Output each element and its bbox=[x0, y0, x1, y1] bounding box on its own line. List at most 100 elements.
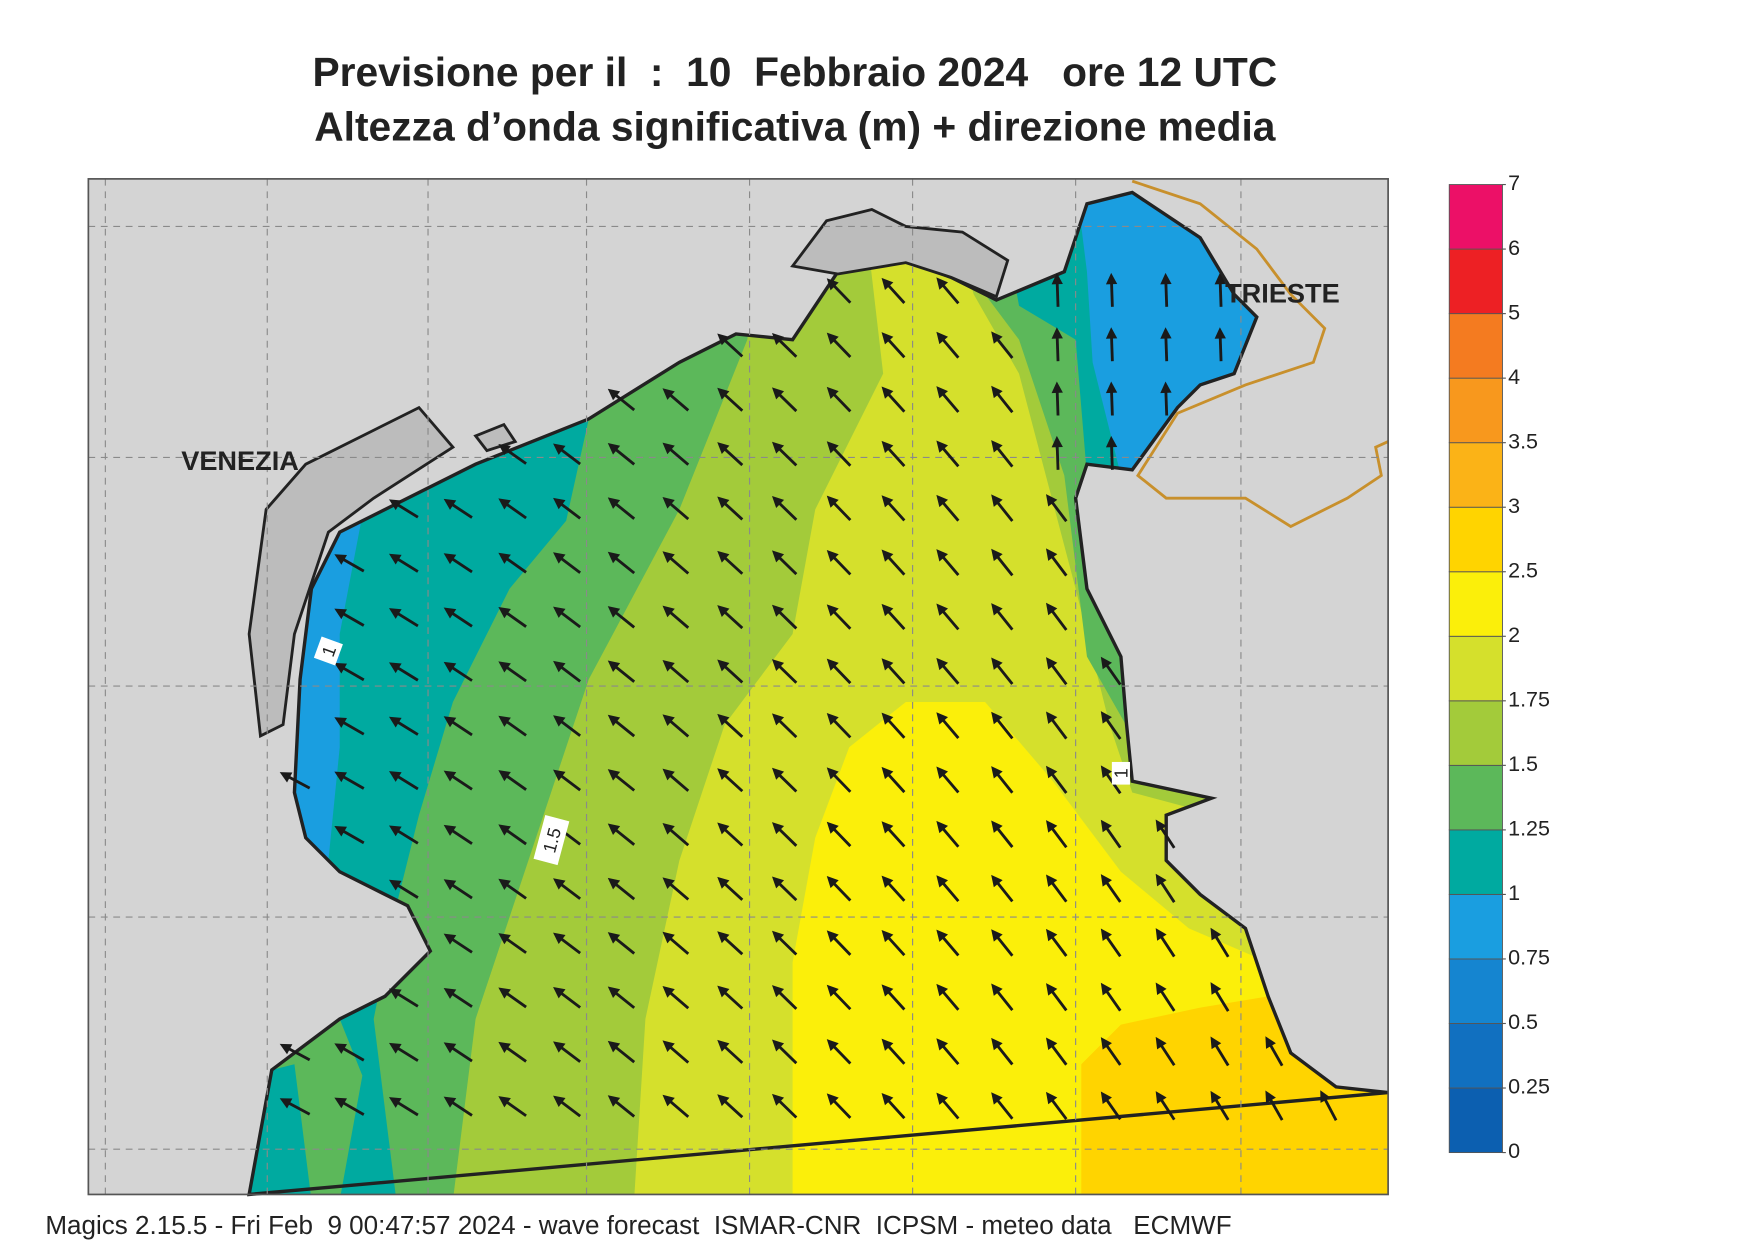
arrow-head bbox=[881, 277, 894, 291]
arrow-head bbox=[1155, 982, 1167, 996]
arrow-head bbox=[991, 657, 1003, 670]
contour-label-group: 1 bbox=[313, 636, 343, 666]
arrow-head bbox=[991, 331, 1003, 344]
colorbar-bin bbox=[1448, 313, 1503, 379]
arrow-head bbox=[334, 717, 347, 728]
arrow-head bbox=[772, 930, 785, 943]
arrow-head bbox=[881, 984, 894, 997]
arrow-head bbox=[1155, 873, 1167, 887]
arrow-head bbox=[936, 657, 949, 671]
arrow-head bbox=[553, 769, 566, 781]
arrow-head bbox=[772, 1093, 785, 1106]
arrow-head bbox=[1100, 656, 1112, 670]
arrow-head bbox=[936, 277, 949, 290]
colorbar-bin bbox=[1448, 700, 1503, 766]
arrow-head bbox=[498, 715, 511, 727]
colorbar-bin bbox=[1448, 764, 1503, 831]
arrow-head bbox=[498, 661, 511, 673]
arrow-head bbox=[443, 607, 457, 619]
arrow-head bbox=[717, 496, 730, 509]
arrow-head bbox=[443, 1096, 457, 1108]
arrow-head bbox=[826, 604, 839, 617]
colorbar-label: 1 bbox=[1508, 881, 1520, 905]
arrow-head bbox=[1045, 657, 1058, 670]
arrow-head bbox=[607, 877, 621, 890]
arrow-head bbox=[826, 713, 839, 726]
arrow-head bbox=[1265, 1090, 1276, 1104]
arrow-head bbox=[1100, 765, 1112, 778]
arrow-head bbox=[607, 443, 621, 455]
arrow-head bbox=[334, 554, 347, 565]
arrow-head bbox=[1045, 820, 1058, 833]
arrow-head bbox=[1160, 327, 1172, 339]
arrow-head bbox=[279, 1043, 293, 1055]
arrow-head bbox=[1214, 327, 1226, 339]
arrow-head bbox=[991, 603, 1003, 616]
arrow-head bbox=[991, 820, 1003, 833]
arrow-head bbox=[443, 661, 457, 673]
colorbar-label: 0.25 bbox=[1508, 1075, 1550, 1099]
arrow-head bbox=[936, 875, 949, 888]
colorbar-label: 0.5 bbox=[1508, 1010, 1538, 1034]
arrow-head bbox=[936, 712, 949, 725]
colorbar-label: 3 bbox=[1508, 494, 1520, 518]
arrow-head bbox=[717, 387, 730, 400]
contour-label-box bbox=[1111, 761, 1130, 785]
arrow-head bbox=[1210, 1090, 1222, 1104]
arrow-head bbox=[991, 494, 1003, 507]
arrow-head bbox=[334, 1043, 347, 1054]
arrow-head bbox=[881, 386, 894, 399]
arrow-head bbox=[1100, 874, 1112, 887]
arrow-head bbox=[1045, 711, 1058, 724]
colorbar-label: 0.75 bbox=[1508, 946, 1550, 970]
arrow-head bbox=[826, 821, 839, 834]
colorbar-bin bbox=[1448, 1023, 1503, 1089]
arrow-head bbox=[553, 552, 566, 564]
arrow-head bbox=[607, 551, 621, 564]
arrow-head bbox=[826, 332, 839, 345]
coastline bbox=[247, 190, 1389, 1197]
arrow-head bbox=[498, 878, 511, 890]
colorbar-bin bbox=[1448, 248, 1503, 315]
arrow-head bbox=[826, 441, 839, 454]
arrow-head bbox=[553, 1095, 566, 1108]
arrow-head bbox=[1100, 711, 1112, 724]
arrow-head bbox=[936, 983, 949, 997]
colorbar-label: 0 bbox=[1508, 1139, 1520, 1163]
arrow-head bbox=[717, 1094, 730, 1107]
arrow-head bbox=[662, 388, 675, 400]
title: Previsione per il : 10 Febbraio 2024 ore… bbox=[312, 49, 1277, 95]
arrow-head bbox=[772, 876, 785, 889]
arrow-head bbox=[1210, 927, 1222, 941]
arrow-head bbox=[443, 553, 457, 565]
arrow-head bbox=[1051, 272, 1063, 285]
arrow-head bbox=[881, 658, 894, 671]
arrow-head bbox=[772, 1039, 785, 1052]
contour-label: 1 bbox=[1112, 768, 1132, 778]
arrow-head bbox=[991, 766, 1003, 779]
arrow-head bbox=[662, 823, 675, 835]
arrow-head bbox=[1051, 327, 1063, 339]
zone bbox=[249, 1064, 312, 1195]
arrow-head bbox=[826, 386, 839, 400]
arrow-head bbox=[389, 879, 402, 891]
arrow-head bbox=[662, 659, 675, 672]
colorbar-label: 1.75 bbox=[1508, 688, 1550, 712]
arrow-head bbox=[443, 716, 457, 728]
arrow-head bbox=[772, 387, 785, 400]
arrow-head bbox=[881, 603, 894, 617]
arrow-head bbox=[607, 660, 621, 672]
arrow-head bbox=[772, 985, 785, 998]
arrow-head bbox=[662, 1040, 675, 1053]
colorbar-bin bbox=[1448, 506, 1503, 573]
arrow-head bbox=[662, 931, 675, 944]
arrow-head bbox=[826, 658, 839, 671]
arrow-head bbox=[607, 388, 621, 401]
colorbar-bin bbox=[1448, 829, 1503, 895]
arrow-head bbox=[553, 443, 566, 455]
arrow-head bbox=[334, 662, 347, 674]
colorbar-bin bbox=[1448, 958, 1503, 1024]
arrow-head bbox=[826, 549, 839, 563]
arrow-head bbox=[717, 876, 730, 889]
